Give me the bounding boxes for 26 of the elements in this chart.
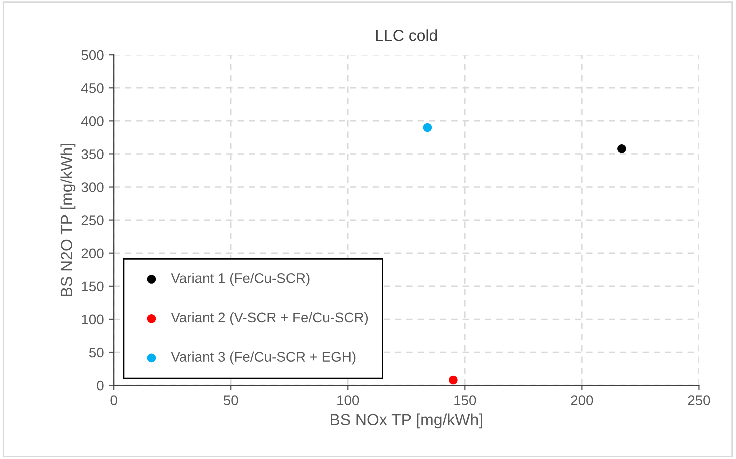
legend-label: Variant 3 (Fe/Cu-SCR + EGH) bbox=[171, 352, 356, 365]
x-tick-label: 150 bbox=[454, 396, 476, 406]
y-tick-label: 450 bbox=[82, 83, 104, 94]
y-tick-label: 50 bbox=[89, 348, 104, 358]
chart-title: LLC cold bbox=[376, 30, 438, 42]
y-axis-title: BS N2O TP [mg/kWh] bbox=[60, 144, 76, 296]
y-tick-label: 300 bbox=[82, 182, 104, 192]
y-tick-label: 400 bbox=[82, 116, 104, 126]
y-tick-label: 250 bbox=[82, 216, 104, 226]
y-tick-label: 150 bbox=[82, 282, 104, 292]
y-tick-label: 500 bbox=[82, 50, 104, 60]
y-tick-label: 100 bbox=[82, 314, 104, 325]
legend-label: Variant 1 (Fe/Cu-SCR) bbox=[171, 273, 310, 286]
y-tick-label: 0 bbox=[97, 380, 104, 391]
x-tick-label: 0 bbox=[110, 396, 118, 406]
x-tick-label: 200 bbox=[571, 396, 594, 406]
legend-label: Variant 2 (V-SCR + Fe/Cu-SCR) bbox=[171, 312, 368, 326]
x-axis-title: BS NOx TP [mg/kWh] bbox=[331, 414, 482, 429]
x-tick-label: 50 bbox=[224, 396, 238, 406]
x-tick-label: 250 bbox=[688, 396, 710, 406]
y-tick-label: 200 bbox=[82, 248, 104, 259]
point bbox=[423, 123, 432, 132]
point bbox=[618, 144, 626, 154]
point bbox=[449, 376, 458, 385]
x-tick-label: 100 bbox=[338, 396, 360, 406]
y-tick-label: 350 bbox=[82, 150, 104, 160]
